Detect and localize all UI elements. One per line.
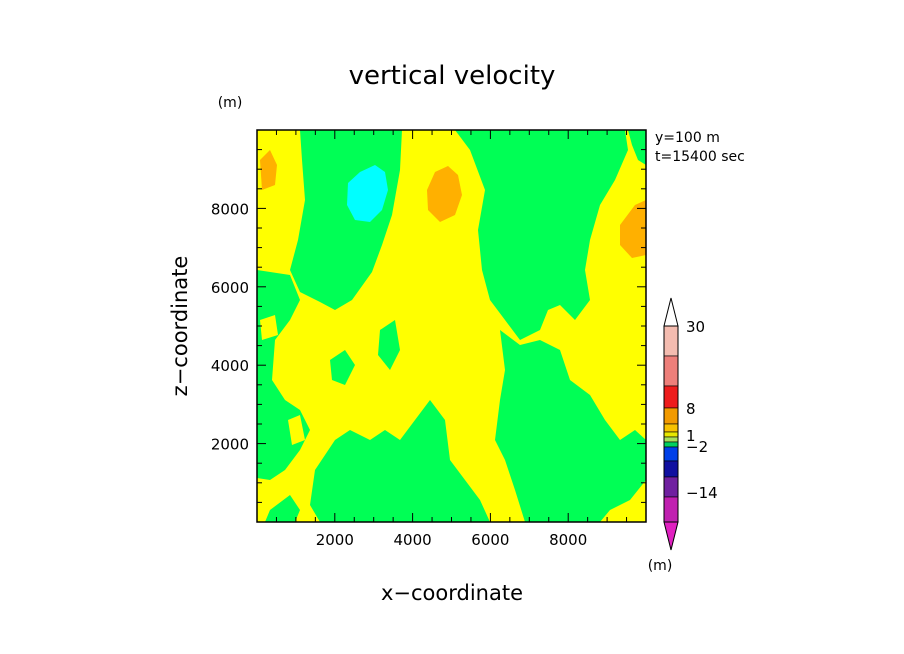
colorbar-band — [663, 423, 679, 433]
field-region-negative-blob-3 — [378, 320, 400, 370]
colorbar-band — [663, 355, 679, 387]
field-region-positive-peak-1 — [427, 166, 462, 222]
chart-title: vertical velocity — [349, 61, 556, 91]
field-region-negative-lower-right — [495, 330, 646, 522]
colorbar-frame — [663, 325, 679, 523]
colorbar-band — [663, 476, 679, 498]
x-tick-label: 4000 — [394, 531, 432, 549]
x-tick-label: 6000 — [471, 531, 509, 549]
y-axis-ticks: 2000 4000 6000 8000 — [211, 149, 646, 503]
colorbar-tick-label: −2 — [686, 438, 708, 456]
colorbar-tick-label: 8 — [686, 400, 696, 418]
field-region-negative-blob-2 — [330, 350, 355, 385]
field-region-negative-lower-middle — [310, 400, 490, 522]
y-axis-label: z−coordinate — [168, 256, 192, 397]
annotation-time: t=15400 sec — [655, 149, 745, 165]
colorbar-band — [663, 496, 679, 523]
colorbar-band — [663, 325, 679, 357]
colorbar-band — [663, 436, 679, 443]
field-region-negative-peak — [347, 165, 388, 222]
colorbar-band — [663, 446, 679, 462]
y-tick-label: 6000 — [211, 279, 249, 297]
y-tick-label: 4000 — [211, 357, 249, 375]
field-region-negative-blob-1 — [265, 495, 300, 522]
colorbar-band — [663, 431, 679, 438]
x-axis-label: x−coordinate — [381, 581, 523, 605]
x-axis-ticks: 2000 4000 6000 8000 — [275, 130, 628, 549]
colorbar-tick-label: −14 — [686, 484, 718, 502]
field-region-positive-island-1 — [288, 415, 305, 445]
colorbar-band — [663, 460, 679, 478]
x-tick-label: 2000 — [316, 531, 354, 549]
colorbar-band — [663, 385, 679, 409]
colorbar: 30 8 1−2 −14 — [663, 297, 718, 551]
colorbar-tick-label: 1 — [686, 427, 696, 445]
annotation-y-position: y=100 m — [655, 130, 720, 146]
field-region-negative-upper-right — [455, 130, 628, 340]
y-tick-label: 8000 — [211, 200, 249, 218]
colorbar-band — [663, 441, 679, 448]
field-region-negative-far-right — [628, 130, 646, 165]
colorbar-band — [663, 407, 679, 425]
x-tick-label: 8000 — [549, 531, 587, 549]
colorbar-bottom-triangle — [663, 521, 679, 551]
field-region-positive-peak-3 — [620, 200, 646, 258]
field-region-positive-island-2 — [260, 315, 278, 340]
contour-field — [257, 130, 646, 522]
colorbar-unit-label: (m) — [648, 558, 673, 574]
colorbar-top-triangle — [663, 297, 679, 327]
field-region-positive-peak-2 — [260, 150, 277, 190]
y-tick-label: 2000 — [211, 436, 249, 454]
colorbar-tick-label: 30 — [686, 318, 705, 336]
y-unit-label: (m) — [218, 95, 243, 111]
